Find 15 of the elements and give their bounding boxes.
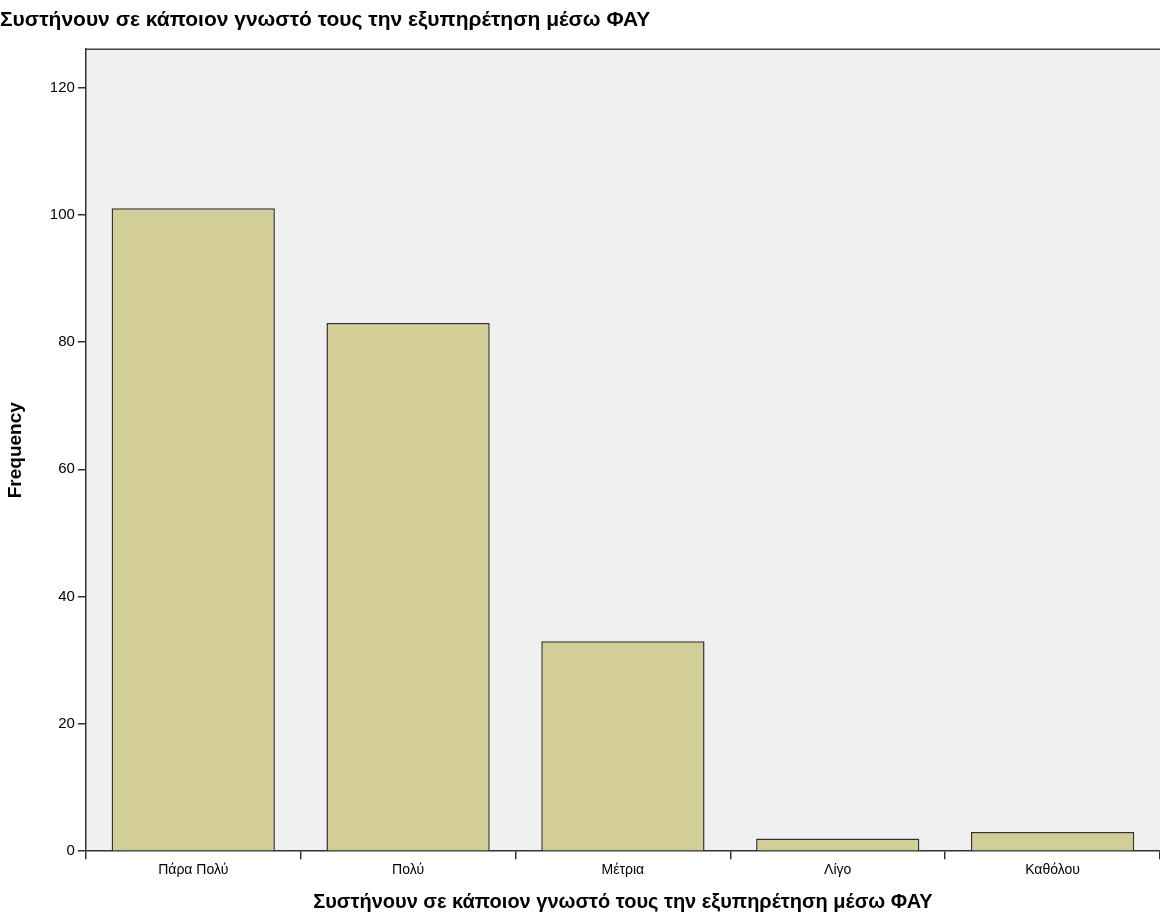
chart-title: Συστήνουν σε κάποιον γνωστό τους την εξυπηρέτηση μέσω ΦΑΥ — [0, 7, 651, 32]
x-tick-label: Μέτρια — [601, 861, 645, 878]
y-tick-label: 80 — [58, 332, 75, 350]
y-tick-label: 120 — [49, 77, 75, 95]
x-tick-label: Πολύ — [392, 861, 425, 878]
y-tick-label: 0 — [66, 841, 75, 859]
x-tick-label: Πάρα Πολύ — [158, 861, 229, 878]
x-tick-label: Λίγο — [824, 861, 852, 878]
x-axis-title: Συστήνουν σε κάποιον γνωστό τους την εξυπηρέτηση μέσω ΦΑΥ — [313, 889, 934, 912]
y-tick-label: 40 — [58, 586, 75, 604]
y-tick-label: 60 — [58, 459, 75, 477]
y-axis-title: Frequency — [3, 401, 25, 499]
x-tick-label: Καθόλου — [1025, 861, 1080, 878]
y-tick-label: 20 — [58, 714, 75, 732]
y-tick-label: 100 — [49, 204, 75, 222]
